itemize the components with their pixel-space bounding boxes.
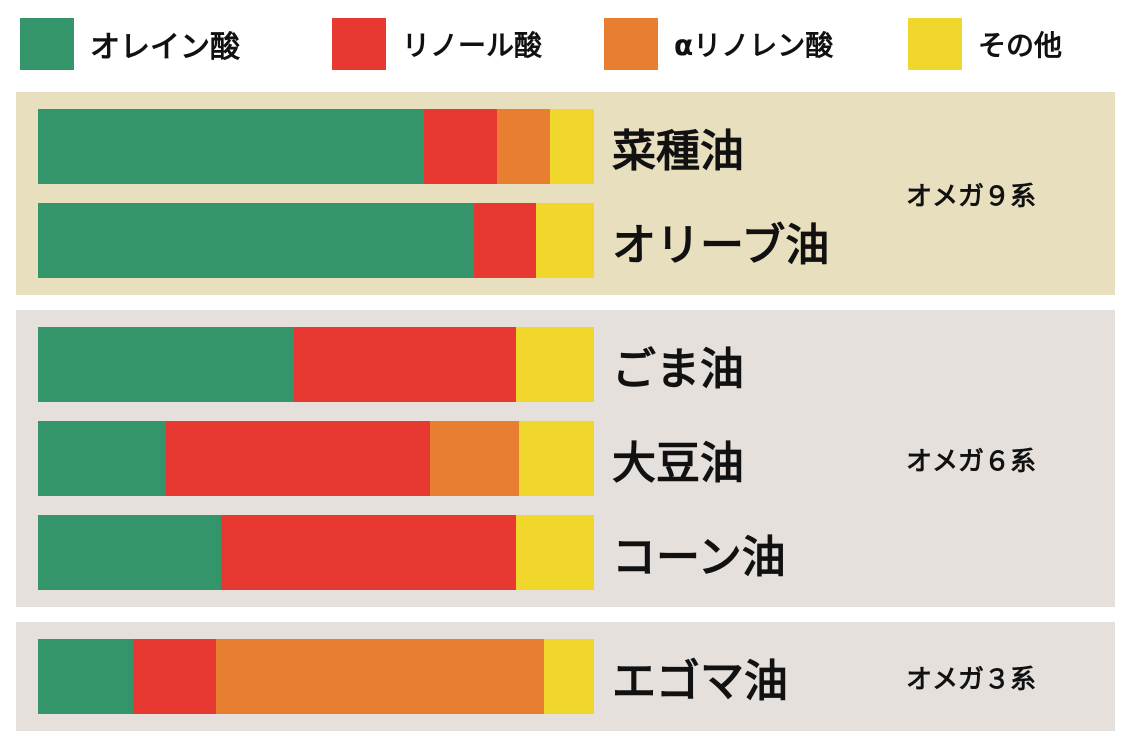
oil-label: コーン油	[612, 532, 786, 583]
bar-segment-alpha-linolenic	[496, 109, 550, 184]
bar-row	[38, 327, 595, 402]
omega-group-label: オメガ９系	[906, 181, 1037, 212]
bar-row	[38, 639, 595, 714]
legend-item-linoleic: リノール酸	[332, 18, 542, 70]
legend: オレイン酸 リノール酸 αリノレン酸 その他	[0, 0, 1129, 80]
bar-row	[38, 203, 595, 278]
bar-segment-oleic	[38, 421, 167, 496]
bar-segment-oleic	[38, 203, 475, 278]
legend-item-other: その他	[908, 18, 1062, 70]
legend-swatch-oleic	[20, 18, 74, 70]
bar-segment-other	[518, 421, 595, 496]
legend-item-oleic: オレイン酸	[20, 18, 240, 70]
oil-label: エゴマ油	[612, 656, 788, 707]
legend-label-alpha-linolenic: αリノレン酸	[674, 29, 834, 62]
bar-segment-other	[535, 203, 595, 278]
bar-segment-oleic	[38, 639, 134, 714]
oil-label: 菜種油	[612, 126, 744, 177]
legend-label-linoleic: リノール酸	[402, 29, 543, 62]
bar-segment-linoleic	[132, 639, 217, 714]
bar-segment-other	[516, 515, 595, 590]
legend-label-oleic: オレイン酸	[90, 30, 240, 65]
bar-segment-linoleic	[424, 109, 498, 184]
omega-group-label: オメガ３系	[906, 664, 1037, 695]
legend-swatch-other	[908, 18, 962, 70]
bar-row	[38, 421, 595, 496]
bar-segment-oleic	[38, 327, 295, 402]
bar-row	[38, 515, 595, 590]
bar-segment-alpha-linolenic	[215, 639, 545, 714]
bar-segment-oleic	[38, 515, 222, 590]
oil-group-2: ごま油大豆油コーン油 オメガ６系	[16, 310, 1115, 607]
bar-segment-alpha-linolenic	[429, 421, 520, 496]
oil-label: ごま油	[612, 344, 744, 395]
oil-group-1: 菜種油オリーブ油 オメガ９系	[16, 92, 1115, 295]
oil-label: 大豆油	[612, 438, 744, 489]
bar-row	[38, 109, 595, 184]
bar-segment-oleic	[38, 109, 425, 184]
legend-label-other: その他	[978, 29, 1063, 62]
bar-segment-linoleic	[474, 203, 537, 278]
bar-segment-linoleic	[165, 421, 431, 496]
bar-segment-linoleic	[293, 327, 517, 402]
legend-swatch-alpha-linolenic	[604, 18, 658, 70]
legend-item-alpha-linolenic: αリノレン酸	[604, 18, 833, 70]
bar-segment-other	[516, 327, 595, 402]
oil-label: オリーブ油	[612, 220, 830, 271]
bar-segment-other	[549, 109, 595, 184]
omega-group-label: オメガ６系	[906, 446, 1037, 477]
legend-swatch-linoleic	[332, 18, 386, 70]
oil-group-3: エゴマ油 オメガ３系	[16, 622, 1115, 731]
bar-segment-other	[543, 639, 595, 714]
bar-segment-linoleic	[221, 515, 517, 590]
